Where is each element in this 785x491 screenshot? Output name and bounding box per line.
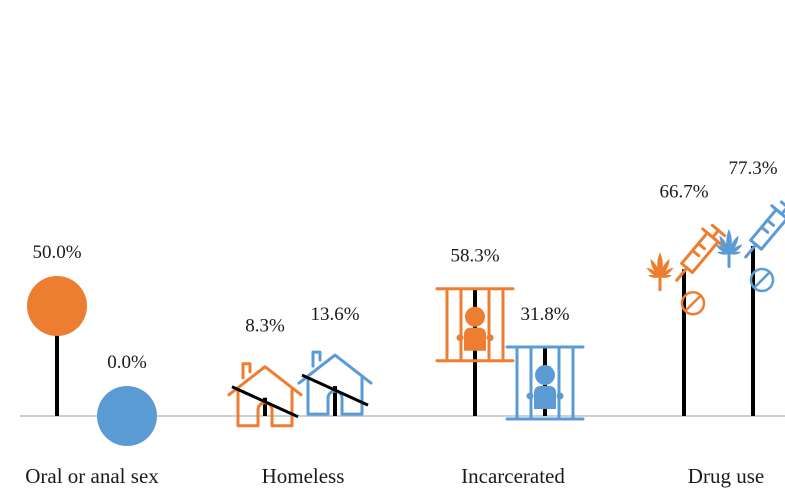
house-marker-icon-homeless-series-2 [297,350,373,416]
category-label-homeless: Homeless [262,464,345,488]
category-label-drug-use: Drug use [688,464,764,488]
data-label-incarcerated-series-2: 31.8% [520,304,569,325]
drugs-marker-icon-drug-use-series-2 [715,200,785,293]
drugs-marker-icon-drug-use-series-1 [646,223,727,316]
data-label-homeless-series-1: 8.3% [245,316,285,337]
data-label-drug-use-series-2: 77.3% [728,158,777,179]
data-label-homeless-series-2: 13.6% [310,304,359,325]
data-label-drug-use-series-1: 66.7% [659,181,708,202]
data-label-oral-or-anal-sex-series-1: 50.0% [32,242,81,263]
jail-marker-icon-incarcerated-series-2 [505,345,585,421]
category-label-incarcerated: Incarcerated [461,464,565,488]
category-label-oral-or-anal-sex: Oral or anal sex [25,464,159,488]
circle-marker-icon-oral-or-anal-sex-series-1 [27,276,87,336]
data-label-incarcerated-series-1: 58.3% [450,246,499,267]
house-marker-icon-homeless-series-1 [227,362,303,428]
circle-marker-icon-oral-or-anal-sex-series-2 [97,386,157,446]
data-label-oral-or-anal-sex-series-2: 0.0% [107,352,147,373]
jail-marker-icon-incarcerated-series-1 [435,287,515,363]
